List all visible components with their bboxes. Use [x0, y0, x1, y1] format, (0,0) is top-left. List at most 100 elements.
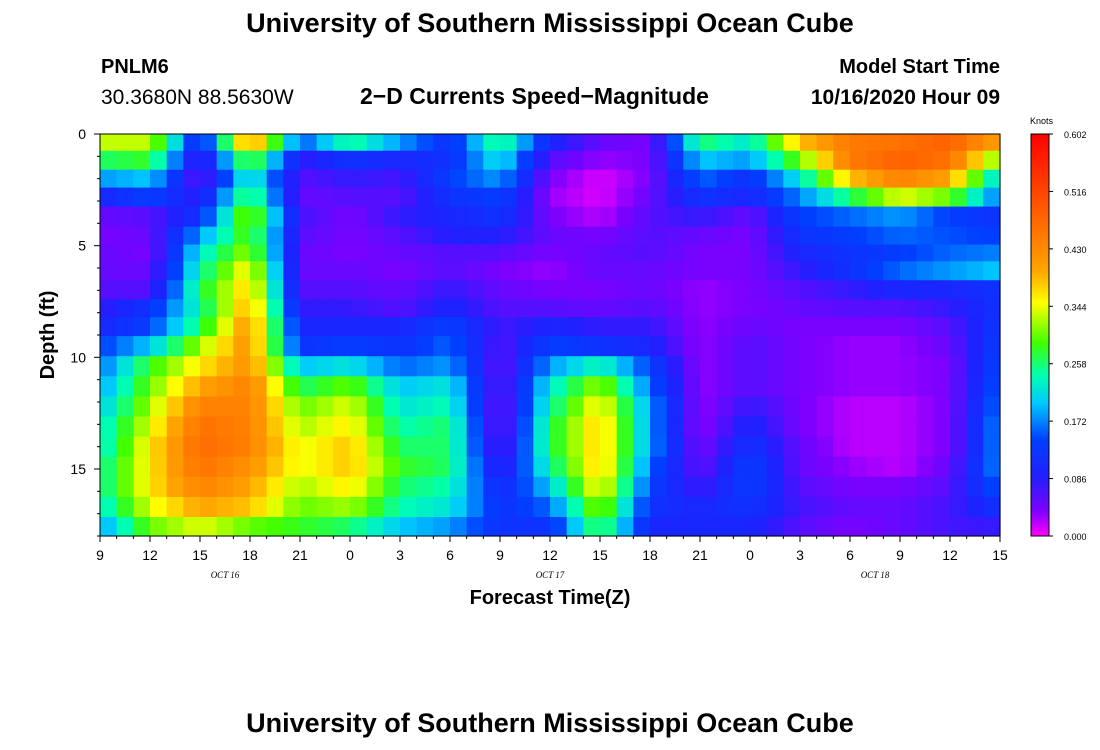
- heatmap-cell: [466, 150, 484, 171]
- date-label: OCT 17: [536, 570, 565, 580]
- heatmap-cell: [916, 416, 934, 438]
- heatmap-cell: [633, 299, 651, 318]
- heatmap-cell: [266, 134, 284, 152]
- heatmap-cell: [716, 317, 734, 337]
- heatmap-cell: [550, 496, 568, 518]
- heatmap-cell: [183, 187, 201, 208]
- heatmap-cell: [566, 496, 584, 518]
- heatmap-cell: [616, 280, 634, 300]
- heatmap-cell: [200, 280, 218, 300]
- heatmap-cell: [666, 496, 684, 518]
- heatmap-cell: [833, 261, 851, 281]
- heatmap-cell: [766, 150, 784, 171]
- heatmap-cell: [133, 317, 151, 337]
- heatmap-cell: [483, 261, 501, 281]
- heatmap-cell: [166, 356, 184, 377]
- heatmap-cell: [483, 280, 501, 300]
- heatmap-cell: [616, 476, 634, 498]
- heatmap-cell: [783, 517, 801, 537]
- heatmap-cell: [800, 317, 818, 337]
- heatmap-cell: [766, 396, 784, 418]
- heatmap-cell: [550, 280, 568, 300]
- heatmap-cell: [283, 187, 301, 208]
- model-start-time: 10/16/2020 Hour 09: [810, 86, 1000, 109]
- heatmap-cell: [150, 356, 168, 377]
- heatmap-cell: [650, 150, 668, 171]
- heatmap-cell: [866, 416, 884, 438]
- heatmap-cell: [783, 456, 801, 478]
- heatmap-cell: [433, 317, 451, 337]
- heatmap-cell: [700, 396, 718, 418]
- heatmap-cell: [933, 244, 951, 262]
- heatmap-cell: [133, 336, 151, 357]
- heatmap-cell: [866, 456, 884, 478]
- heatmap-cell: [566, 299, 584, 318]
- heatmap-cell: [833, 496, 851, 518]
- heatmap-cell: [250, 517, 268, 537]
- heatmap-cell: [633, 261, 651, 281]
- heatmap-cell: [950, 476, 968, 498]
- heatmap-cell: [533, 436, 551, 458]
- heatmap-cell: [883, 517, 901, 537]
- heatmap-cell: [516, 187, 534, 208]
- heatmap-cell: [333, 376, 351, 398]
- heatmap-cell: [733, 317, 751, 337]
- heatmap-cell: [500, 169, 518, 189]
- heatmap-cell: [450, 436, 468, 458]
- heatmap-cell: [816, 476, 834, 498]
- heatmap-cell: [666, 436, 684, 458]
- heatmap-cell: [933, 134, 951, 152]
- heatmap-cell: [116, 150, 134, 171]
- heatmap-cell: [300, 356, 318, 377]
- heatmap-cell: [383, 317, 401, 337]
- heatmap-cell: [233, 476, 251, 498]
- heatmap-cell: [600, 456, 618, 478]
- heatmap-cell: [633, 356, 651, 377]
- heatmap-cell: [700, 261, 718, 281]
- heatmap-cell: [400, 517, 418, 537]
- heatmap-cell: [950, 517, 968, 537]
- heatmap-cell: [983, 299, 1001, 318]
- heatmap-cell: [316, 456, 334, 478]
- heatmap-cell: [400, 317, 418, 337]
- heatmap-cell: [600, 496, 618, 518]
- colorbar-tick-label: 0.516: [1064, 187, 1087, 197]
- heatmap-cell: [100, 356, 118, 377]
- heatmap-cell: [866, 317, 884, 337]
- heatmap-cell: [583, 134, 601, 152]
- heatmap-cells: [100, 134, 1001, 537]
- heatmap-cell: [466, 517, 484, 537]
- heatmap-cell: [583, 150, 601, 171]
- heatmap-cell: [216, 376, 234, 398]
- heatmap-cell: [633, 436, 651, 458]
- heatmap-cell: [933, 436, 951, 458]
- heatmap-cell: [400, 150, 418, 171]
- heatmap-cell: [250, 150, 268, 171]
- heatmap-cell: [466, 299, 484, 318]
- heatmap-cell: [566, 336, 584, 357]
- heatmap-cell: [916, 187, 934, 208]
- heatmap-cell: [683, 187, 701, 208]
- heatmap-cell: [933, 261, 951, 281]
- heatmap-cell: [216, 476, 234, 498]
- colorbar-tick-label: 0.602: [1064, 130, 1087, 140]
- page-title: University of Southern Mississippi Ocean…: [246, 8, 854, 38]
- heatmap-cell: [450, 280, 468, 300]
- heatmap-cell: [416, 150, 434, 171]
- heatmap-cell: [100, 436, 118, 458]
- heatmap-cell: [416, 280, 434, 300]
- heatmap-cell: [350, 356, 368, 377]
- heatmap-cell: [516, 226, 534, 246]
- heatmap-cell: [933, 299, 951, 318]
- heatmap-cell: [783, 134, 801, 152]
- heatmap-cell: [466, 416, 484, 438]
- heatmap-cell: [366, 517, 384, 537]
- heatmap-cell: [666, 226, 684, 246]
- heatmap-cell: [600, 376, 618, 398]
- heatmap-cell: [866, 396, 884, 418]
- heatmap-cell: [700, 299, 718, 318]
- heatmap-cell: [750, 416, 768, 438]
- heatmap-cell: [833, 476, 851, 498]
- heatmap-cell: [366, 356, 384, 377]
- heatmap-cell: [966, 396, 984, 418]
